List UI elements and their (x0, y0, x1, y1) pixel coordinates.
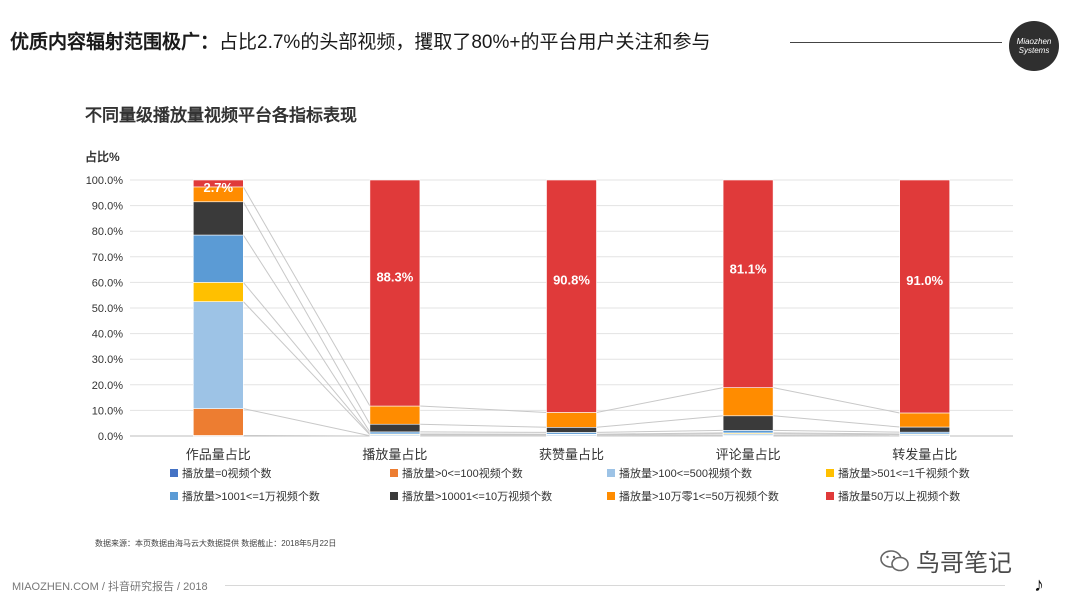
series-connector-line (596, 387, 724, 413)
series-connector-line (596, 432, 724, 435)
data-label: 2.7% (203, 180, 233, 195)
series-connector-line (773, 433, 900, 436)
legend-label: 播放量50万以上视频个数 (838, 489, 960, 503)
legend-label: 播放量>1001<=1万视频个数 (182, 489, 320, 503)
legend-swatch (390, 492, 398, 500)
logo-line-2: Systems (1018, 46, 1050, 55)
legend-swatch (826, 469, 834, 477)
series-connector-line (242, 301, 371, 436)
x-category-label: 评论量占比 (716, 447, 781, 462)
legend-label: 播放量>0<=100视频个数 (402, 466, 523, 480)
footer-divider (225, 585, 1005, 586)
logo-line-1: Miaozhen (1016, 37, 1052, 46)
series-connector-line (773, 432, 900, 435)
chart-title: 不同量级播放量视频平台各指标表现 (85, 106, 357, 125)
series-connector-line (419, 431, 547, 433)
legend-swatch (607, 492, 615, 500)
y-tick-label: 10.0% (92, 405, 123, 417)
series-connector-line (596, 415, 724, 428)
y-tick-label: 0.0% (98, 431, 123, 443)
series-connector-line (773, 429, 900, 433)
bar-segment (193, 282, 244, 302)
series-connector-line (243, 408, 371, 437)
legend-swatch (826, 492, 834, 500)
headline-bold: 优质内容辐射范围极广： (10, 32, 220, 53)
y-tick-label: 80.0% (92, 226, 123, 238)
legend-swatch (170, 469, 178, 477)
series-connector-line (243, 434, 370, 437)
legend-label: 播放量>10万零1<=50万视频个数 (619, 489, 779, 503)
legend-swatch (607, 469, 615, 477)
bar-segment (369, 423, 421, 433)
data-source-note: 数据来源：本页数据由海马云大数据提供 数据截止：2018年5月22日 (95, 539, 337, 548)
y-tick-label: 90.0% (92, 201, 123, 213)
data-label: 91.0% (906, 273, 943, 288)
x-category-label: 播放量占比 (362, 447, 427, 462)
bar-segment (546, 412, 597, 428)
miaozhen-logo: Miaozhen Systems (1009, 21, 1059, 71)
wechat-icon (880, 549, 909, 571)
bar-segment (722, 179, 774, 388)
bar-segment (193, 301, 244, 409)
series-connector-line (773, 387, 900, 414)
wechat-account-name: 鸟哥笔记 (916, 550, 1012, 577)
y-tick-label: 40.0% (92, 329, 123, 341)
bar-segment (899, 426, 951, 433)
y-tick-label: 50.0% (92, 303, 123, 315)
series-connector-line (242, 201, 371, 425)
bar-segment (193, 179, 244, 188)
bar-segment (899, 179, 951, 414)
legend-label: 播放量>10001<=10万视频个数 (402, 489, 552, 503)
headline: 优质内容辐射范围极广：占比2.7%的头部视频，攫取了80%+的平台用户关注和参与 (10, 30, 710, 56)
series-connector-line (596, 433, 724, 436)
wechat-watermark: 鸟哥笔记 (880, 543, 1012, 578)
series-connector-line (596, 429, 724, 433)
bar-segment (193, 234, 244, 283)
y-tick-label: 100.0% (86, 175, 124, 187)
data-label: 81.1% (730, 261, 767, 276)
bar-segment (193, 201, 244, 236)
header-divider (790, 42, 1002, 43)
data-label: 90.8% (553, 273, 590, 288)
bar-segment (193, 408, 244, 436)
y-tick-label: 70.0% (92, 252, 123, 264)
bar-segment (369, 179, 421, 407)
legend-label: 播放量>100<=500视频个数 (619, 466, 752, 480)
bar-segment (722, 415, 774, 431)
y-tick-label: 60.0% (92, 277, 123, 289)
series-connector-line (242, 186, 371, 407)
tiktok-icon: ♪ (1034, 574, 1044, 596)
data-label: 88.3% (376, 270, 413, 285)
y-axis-label: 占比% (85, 149, 120, 164)
x-category-label: 获赞量占比 (539, 447, 604, 462)
series-connector-line (242, 282, 371, 435)
y-tick-label: 20.0% (92, 380, 123, 392)
bar-segment (369, 431, 421, 435)
bar-segment (899, 412, 951, 428)
legend-swatch (170, 492, 178, 500)
bar-segment (546, 179, 597, 413)
legend-label: 播放量>501<=1千视频个数 (838, 466, 970, 480)
series-connector-line (242, 234, 371, 433)
bar-segment (369, 405, 421, 425)
bar-segment (546, 426, 597, 433)
x-category-label: 转发量占比 (892, 447, 957, 462)
series-connector-line (773, 415, 900, 428)
legend-swatch (390, 469, 398, 477)
bar-segment (722, 387, 774, 417)
footer-copyright: MIAOZHEN.COM / 抖音研究报告 / 2018 (12, 581, 208, 593)
x-category-label: 作品量占比 (186, 447, 251, 462)
headline-text: 占比2.7%的头部视频，攫取了80%+的平台用户关注和参与 (219, 32, 711, 53)
series-connector-line (419, 405, 547, 413)
series-connector-line (419, 423, 547, 428)
legend-label: 播放量=0视频个数 (182, 466, 272, 480)
bar-segment (722, 430, 774, 434)
y-tick-label: 30.0% (92, 354, 123, 366)
